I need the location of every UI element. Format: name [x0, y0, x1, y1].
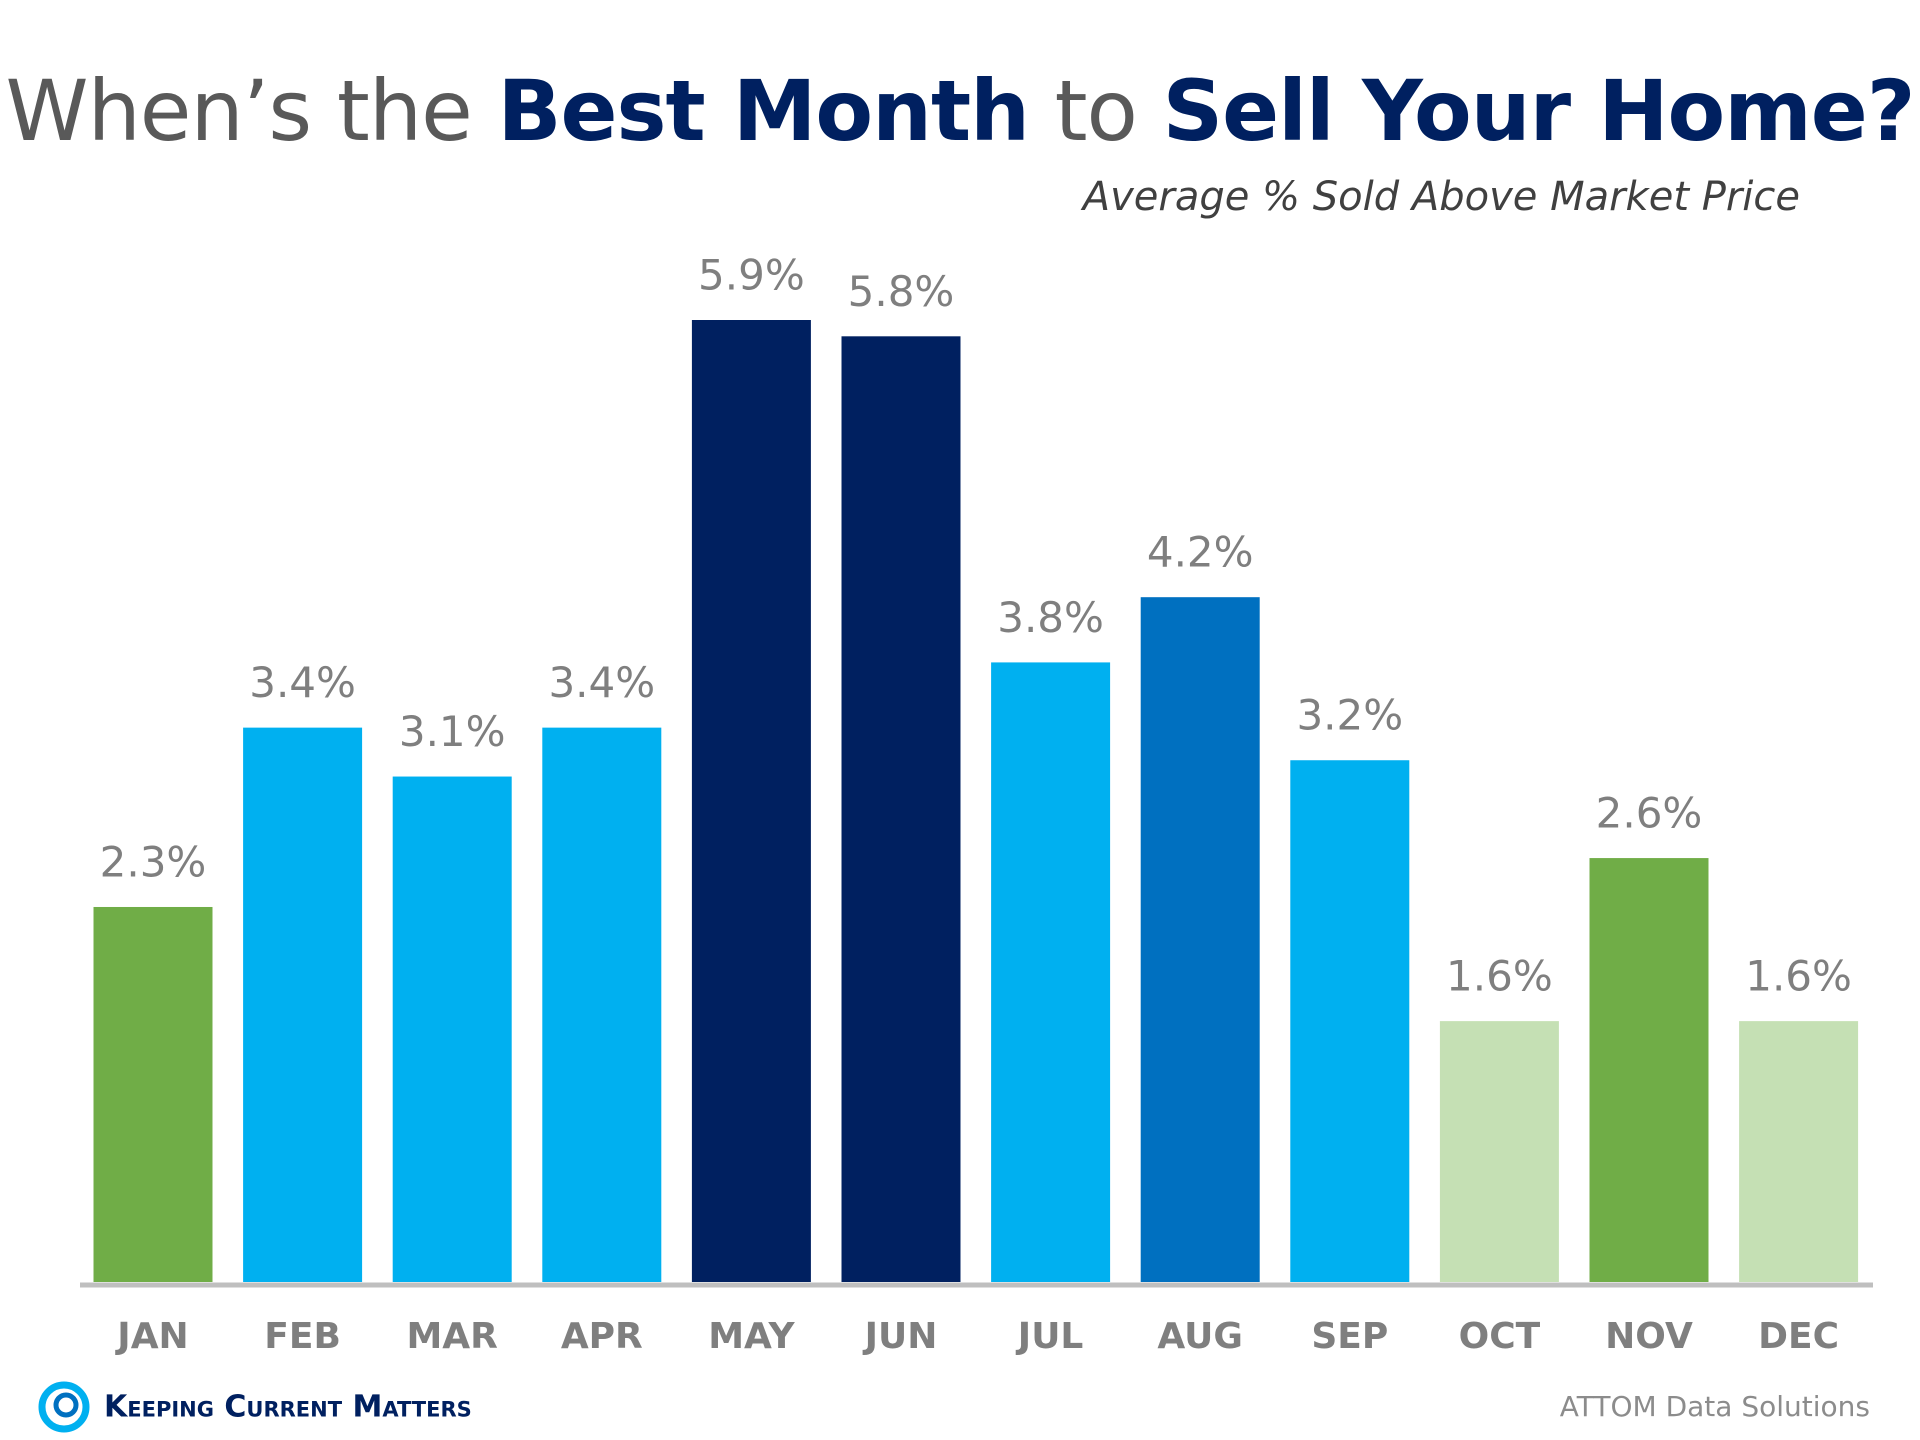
x-tick-label: NOV: [1605, 1316, 1693, 1357]
logo-text: Keeping Current Matters: [104, 1390, 472, 1425]
value-label: 2.3%: [100, 837, 207, 886]
title-part: Sell Your Home?: [1162, 62, 1916, 160]
value-label: 2.6%: [1596, 789, 1703, 838]
bar: [1739, 1021, 1859, 1282]
bar: [243, 727, 363, 1282]
value-label: 3.4%: [548, 658, 655, 707]
value-label: 3.1%: [399, 707, 506, 756]
value-label: 3.2%: [1296, 691, 1403, 740]
chart-title: When’s the Best Month to Sell Your Home?: [0, 62, 1920, 160]
x-tick-label: APR: [561, 1316, 643, 1357]
value-label: 5.9%: [698, 251, 805, 300]
title-part: to: [1054, 62, 1138, 160]
bar: [1290, 760, 1410, 1282]
x-tick-label: JUN: [862, 1316, 938, 1357]
x-tick-label: MAR: [406, 1316, 497, 1357]
logo-icon: [38, 1381, 90, 1433]
bar: [1439, 1021, 1559, 1282]
chart-subtitle: Average % Sold Above Market Price: [1082, 174, 1800, 220]
bar: [691, 320, 811, 1282]
bar: [1589, 858, 1709, 1282]
x-tick-label: JAN: [114, 1316, 188, 1357]
x-tick-label: DEC: [1758, 1316, 1839, 1357]
x-tick-label: JUL: [1015, 1316, 1084, 1357]
x-tick-label: SEP: [1311, 1316, 1388, 1357]
bar: [392, 776, 512, 1282]
title-part: Best Month: [497, 62, 1029, 160]
value-label: 1.6%: [1745, 952, 1852, 1001]
bar: [542, 727, 662, 1282]
logo-icon: [53, 1392, 79, 1418]
bar: [841, 336, 961, 1283]
bar: [1140, 597, 1260, 1282]
value-label: 3.8%: [997, 593, 1104, 642]
bar: [93, 906, 213, 1282]
value-label: 5.8%: [848, 267, 955, 316]
bar: [991, 662, 1111, 1282]
x-tick-label: MAY: [708, 1316, 795, 1357]
title-part: When’s the: [5, 62, 473, 160]
x-tick-label: FEB: [264, 1316, 341, 1357]
logo: [38, 1381, 90, 1433]
value-label: 1.6%: [1446, 952, 1553, 1001]
value-label: 4.2%: [1147, 528, 1254, 577]
x-tick-label: AUG: [1157, 1316, 1243, 1357]
value-label: 3.4%: [249, 658, 356, 707]
x-tick-label: OCT: [1459, 1316, 1541, 1357]
source: ATTOM Data Solutions: [1560, 1390, 1870, 1423]
